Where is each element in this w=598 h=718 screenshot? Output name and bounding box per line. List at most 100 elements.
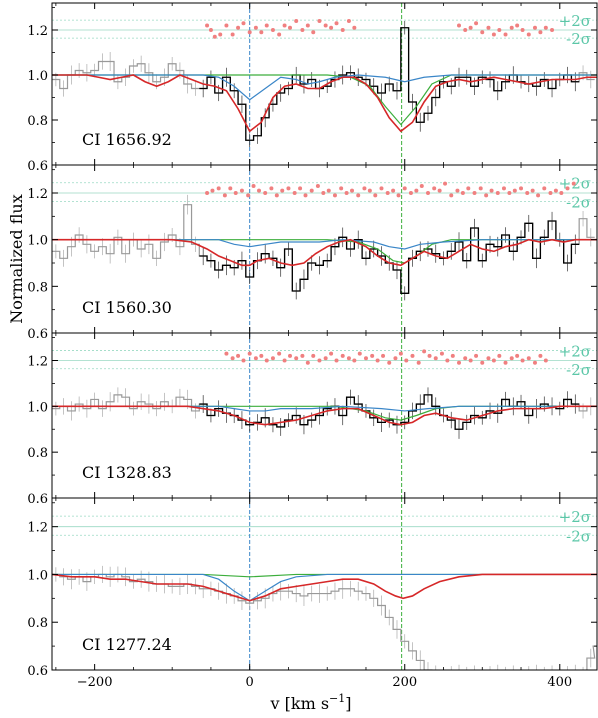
residual-point [375, 358, 380, 363]
residual-point [457, 360, 462, 365]
residual-point [305, 23, 310, 28]
residual-point [311, 353, 316, 358]
total-fit-curve [52, 74, 597, 133]
residual-point [367, 188, 372, 193]
residual-point [519, 186, 524, 191]
y-tick-label: 0.6 [27, 327, 48, 342]
residual-point [486, 25, 491, 30]
minus-2-sigma-label: -2σ [566, 361, 591, 379]
panel-plot-0 [52, 3, 597, 165]
residual-point [450, 353, 455, 358]
plus-2-sigma-label: +2σ [559, 508, 591, 526]
residual-point [370, 353, 375, 358]
plus-2-sigma-label: +2σ [559, 175, 591, 193]
residual-point [224, 23, 229, 28]
residual-point [356, 193, 361, 198]
residual-point [247, 30, 252, 35]
residual-point [414, 188, 419, 193]
x-axis-label: v [km s−1] [270, 692, 352, 713]
residual-point [381, 353, 386, 358]
x-tick-label: 200 [392, 675, 417, 690]
residual-point [445, 358, 450, 363]
x-tick-label: −200 [77, 675, 113, 690]
residual-point [460, 191, 465, 195]
y-tick-label: 1.2 [27, 521, 48, 536]
residual-point [208, 28, 213, 32]
residual-point [548, 191, 553, 195]
x-tick-label: 0 [246, 675, 254, 690]
residual-point [282, 358, 287, 363]
panel-plot-1 [52, 165, 597, 333]
residual-point [329, 351, 334, 356]
residual-point [323, 356, 328, 361]
residual-point [270, 28, 275, 32]
component-2-curve [52, 74, 597, 126]
y-axis-label: Normalized flux [7, 194, 26, 323]
residual-point [317, 19, 322, 23]
y-tick-label: 0.8 [27, 446, 48, 461]
y-tick-label: 1.2 [27, 24, 48, 39]
residual-point [218, 32, 223, 37]
residual-point [398, 351, 403, 356]
residual-point [363, 356, 368, 361]
residual-point [443, 181, 448, 186]
y-tick-label: 1.0 [27, 568, 48, 583]
residual-point [489, 188, 494, 193]
residual-point [205, 23, 210, 28]
y-tick-label: 1.0 [27, 234, 48, 249]
residual-point [264, 23, 269, 28]
residual-point [282, 23, 287, 28]
residual-point [222, 193, 227, 198]
residual-point [449, 193, 454, 198]
panel-line-label: CI 1277.24 [82, 635, 172, 654]
component-1-curve [52, 74, 597, 101]
residual-point [317, 358, 322, 363]
residual-point [468, 358, 473, 363]
residual-point [387, 360, 392, 365]
residual-point [538, 353, 543, 358]
residual-point [329, 25, 334, 30]
residual-point [427, 353, 432, 358]
residual-point [437, 188, 442, 193]
residual-point [501, 186, 506, 191]
residual-point [344, 191, 349, 195]
residual-point [416, 360, 421, 365]
residual-point [439, 351, 444, 356]
residual-point [532, 25, 537, 30]
residual-point [466, 186, 471, 191]
residual-point [236, 25, 241, 30]
residual-point [298, 186, 303, 191]
residual-point [247, 351, 252, 356]
residual-point [230, 32, 235, 37]
panel-line-label: CI 1656.92 [82, 130, 172, 149]
residual-point [543, 25, 548, 30]
residual-point [468, 25, 473, 30]
residual-point [497, 353, 502, 358]
residual-point [259, 30, 264, 35]
residual-point [264, 358, 269, 363]
residual-point [396, 193, 401, 198]
plus-2-sigma-label: +2σ [559, 12, 591, 30]
residual-point [334, 358, 339, 363]
x-axis-label-exponent: −1 [329, 692, 345, 705]
residual-point [393, 356, 398, 361]
residual-point [385, 191, 390, 195]
y-tick-label: 0.6 [27, 664, 48, 679]
residual-point [408, 191, 413, 195]
residual-point [463, 28, 468, 32]
residual-point [210, 188, 215, 193]
residual-point [286, 186, 291, 191]
plus-2-sigma-label: +2σ [559, 342, 591, 360]
residual-point [538, 30, 543, 35]
residual-point [230, 356, 235, 361]
residual-point [379, 186, 384, 191]
total-fit-curve [52, 405, 597, 426]
residual-point [474, 353, 479, 358]
residual-point [536, 193, 541, 198]
residual-point [326, 188, 331, 193]
residual-point [212, 34, 217, 39]
residual-point [542, 186, 547, 191]
residual-point [550, 28, 555, 32]
residual-point [350, 188, 355, 193]
minus-2-sigma-label: -2σ [566, 193, 591, 211]
